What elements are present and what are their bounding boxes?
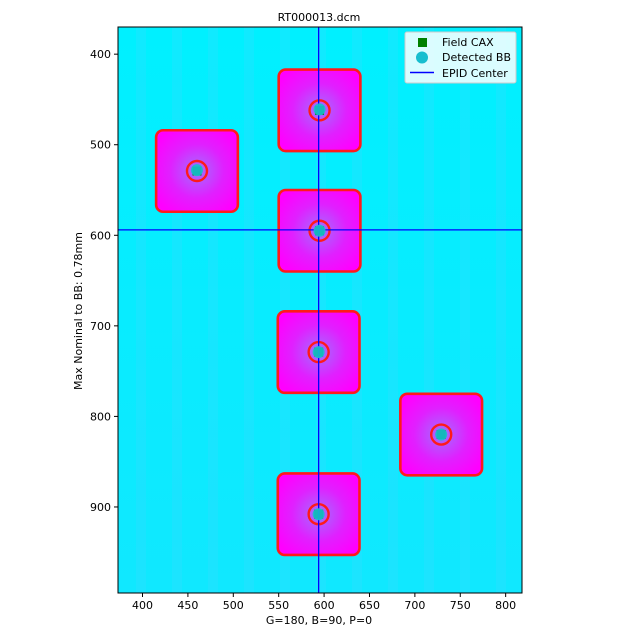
x-axis: 400 450 500 550 600 650 700 750 800 <box>132 593 516 612</box>
legend-field-cax-label: Field CAX <box>442 36 494 49</box>
detected-bb-5 <box>435 428 448 441</box>
x-tick-label: 650 <box>359 599 380 612</box>
image-stripe <box>460 27 470 593</box>
bb-contour-2 <box>185 159 209 183</box>
legend-detected-bb-marker <box>416 51 428 64</box>
bb-markers <box>190 103 448 521</box>
image-stripe <box>316 27 326 593</box>
image-stripe <box>424 27 434 593</box>
image-stripe <box>496 27 506 593</box>
x-tick-label: 800 <box>495 599 516 612</box>
x-tick-label: 750 <box>450 599 471 612</box>
image-stripe <box>388 27 398 593</box>
x-axis-label: G=180, B=90, P=0 <box>266 614 372 627</box>
legend-detected-bb-label: Detected BB <box>442 51 511 64</box>
detected-bb-6 <box>312 508 325 521</box>
detected-bb-4 <box>312 346 325 359</box>
bb-contour-5 <box>430 423 453 446</box>
y-tick-label: 400 <box>90 48 111 61</box>
x-tick-label: 600 <box>314 599 335 612</box>
x-tick-label: 700 <box>404 599 425 612</box>
legend: Field CAX Detected BB EPID Center <box>404 31 517 84</box>
bb-contour-3 <box>308 219 331 242</box>
image-stripe <box>352 27 362 593</box>
x-tick-label: 500 <box>223 599 244 612</box>
chart-title: RT000013.dcm <box>278 11 361 24</box>
image-stripe <box>244 27 254 593</box>
y-tick-label: 500 <box>90 139 111 152</box>
legend-field-cax-marker <box>418 38 427 47</box>
legend-box <box>404 31 517 84</box>
image-stripe <box>172 27 182 593</box>
detected-bb-2 <box>190 164 203 177</box>
y-tick-label: 700 <box>90 320 111 333</box>
y-tick-label: 800 <box>90 410 111 423</box>
x-tick-label: 550 <box>268 599 289 612</box>
plot-frame <box>117 26 523 594</box>
image-stripe <box>208 27 218 593</box>
x-tick-label: 400 <box>132 599 153 612</box>
legend-epid-center-label: EPID Center <box>442 67 508 80</box>
x-tick-label: 450 <box>177 599 198 612</box>
image-stripes <box>136 27 506 593</box>
bb-contour-1 <box>308 99 331 122</box>
image-stripe <box>280 27 290 593</box>
image-stripe <box>136 27 146 593</box>
plot-area <box>117 26 523 594</box>
y-tick-label: 600 <box>90 229 111 242</box>
detected-bb-1 <box>313 103 326 116</box>
y-tick-label: 900 <box>90 501 111 514</box>
y-axis-label: Max Nominal to BB: 0.78mm <box>72 232 85 390</box>
y-axis: 400 500 600 700 800 900 <box>90 48 118 514</box>
detected-bb-3 <box>313 224 326 237</box>
